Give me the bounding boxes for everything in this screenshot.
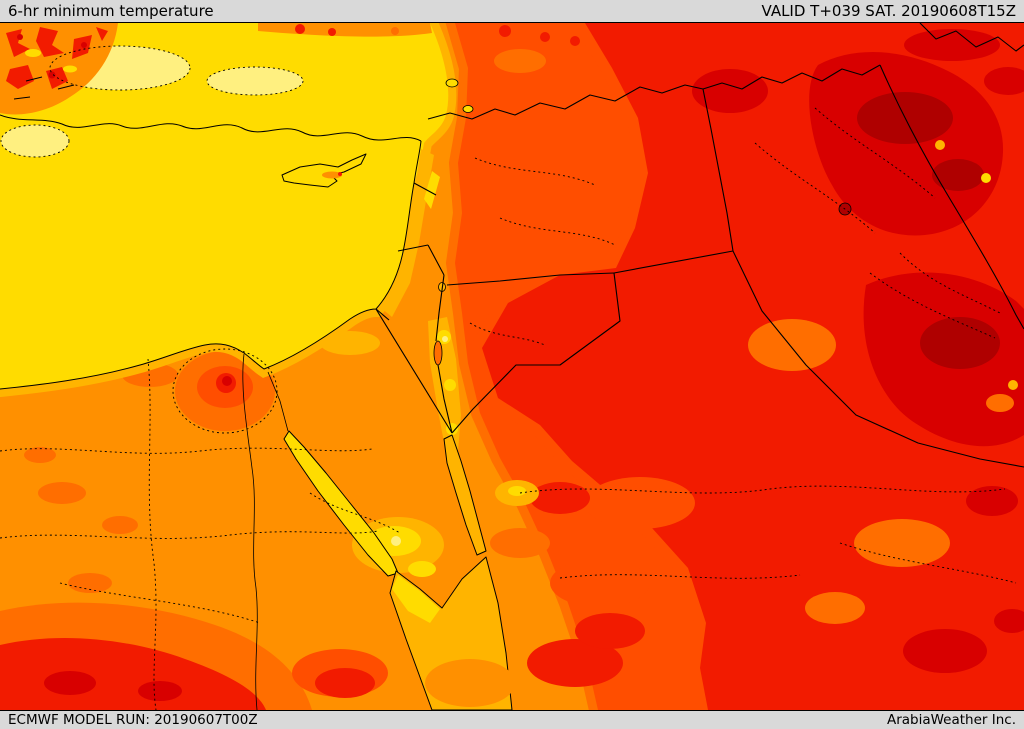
cool-patches-in-red [748, 140, 1018, 624]
map-svg [0, 23, 1024, 710]
header-bar: 6-hr minimum temperature VALID T+039 SAT… [0, 0, 1024, 23]
syria-iraq-border [702, 88, 734, 252]
water-bodies [283, 430, 515, 710]
dark-red-hotspots [692, 29, 1024, 673]
jordan-iraq-border [613, 250, 734, 274]
page-title: 6-hr minimum temperature [8, 2, 214, 20]
syria-jordan-border [446, 272, 615, 286]
aegean-hotspot-cluster [0, 23, 118, 115]
credit-label: ArabiaWeather Inc. [886, 712, 1016, 728]
levant-detail [380, 149, 539, 506]
valid-time-label: VALID T+039 SAT. 20190608T15Z [761, 2, 1016, 20]
footer-bar: ECMWF MODEL RUN: 20190607T00Z ArabiaWeat… [0, 710, 1024, 729]
admin-dotted-lines [0, 45, 1017, 710]
turkey-lake [445, 78, 459, 88]
model-run-label: ECMWF MODEL RUN: 20190607T00Z [8, 712, 258, 728]
lebanon-borders [397, 182, 445, 276]
suez-canal [267, 371, 289, 432]
jordan-valley-border [435, 274, 453, 434]
turkey-syria-iraq-border [427, 64, 881, 120]
gaza-border [375, 308, 390, 321]
map-area [0, 23, 1024, 710]
mediterranean-levant-coast [0, 140, 422, 390]
cyprus-island [281, 153, 367, 188]
jordan-saudi-border [451, 272, 621, 434]
turkey-south-coast [0, 114, 422, 142]
coastline-lines [0, 114, 422, 710]
country-border-lines [375, 23, 1024, 468]
gulf-of-suez [283, 430, 399, 577]
mediterranean-turkey-yellow-region [0, 23, 457, 398]
iraq-saudi-border [732, 250, 1024, 468]
iran-border [879, 64, 1024, 330]
gulf-of-aqaba [443, 434, 487, 556]
dead-sea [433, 340, 443, 366]
turkey-lake [462, 105, 474, 113]
nile-river [242, 353, 258, 710]
egypt-israel-border [375, 308, 453, 434]
